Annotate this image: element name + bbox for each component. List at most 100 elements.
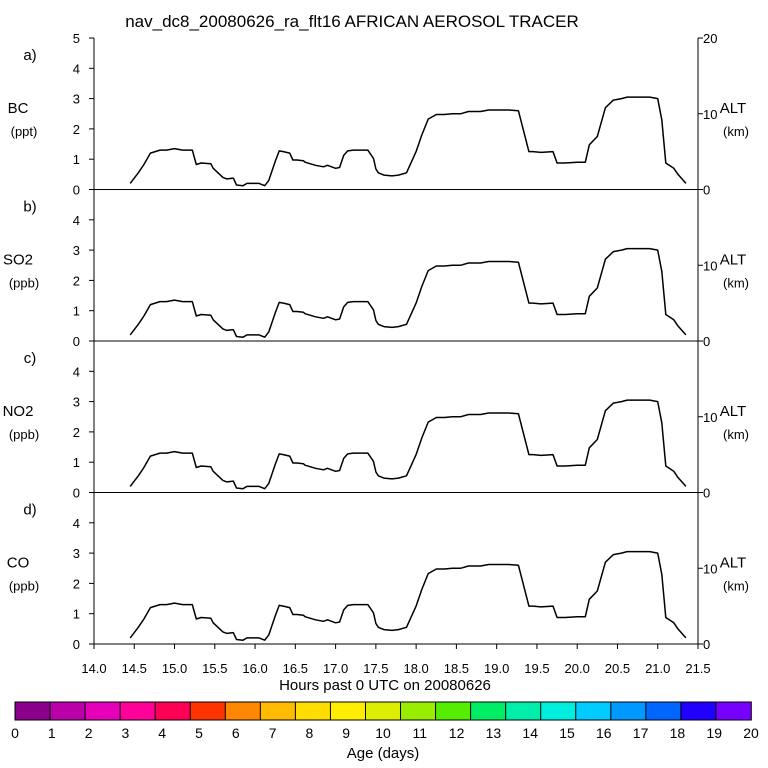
right-tick-label: 20	[703, 31, 717, 46]
left-tick-label: 2	[73, 122, 80, 137]
colorbar-tick-label: 14	[522, 725, 538, 741]
right-tick-label: 0	[703, 486, 710, 501]
colorbar-tick-label: 16	[596, 725, 612, 741]
left-tick-label: 0	[73, 334, 80, 349]
colorbar-tick-label: 19	[706, 725, 722, 741]
x-tick-label: 21.0	[645, 661, 670, 676]
colorbar-segment	[84, 701, 121, 721]
left-tick-label: 4	[73, 516, 80, 531]
left-tick-label: 3	[73, 243, 80, 258]
colorbar-segment	[680, 701, 717, 721]
colorbar-tick-label: 3	[122, 725, 130, 741]
x-tick-label: 21.5	[685, 661, 710, 676]
x-tick-label: 14.0	[81, 661, 106, 676]
right-tick-label: 0	[703, 183, 710, 198]
species-label: BC	[8, 100, 29, 117]
species-label: NO2	[3, 403, 34, 420]
panel-bc: 0 1 2 3 4 5 0 10 20 a) BC (ppt) ALT (km)	[8, 31, 749, 198]
colorbar-segment	[645, 701, 682, 721]
species-unit: (ppb)	[9, 427, 39, 442]
left-tick-label: 5	[73, 31, 80, 46]
x-tick-label: 16.0	[242, 661, 267, 676]
x-tick-label: 20.0	[565, 661, 590, 676]
x-tick-label: 15.5	[202, 661, 227, 676]
colorbar-segment	[610, 701, 647, 721]
left-tick-label: 1	[73, 607, 80, 622]
left-tick-label: 2	[73, 273, 80, 288]
colorbar-segment	[470, 701, 507, 721]
alt-unit: (km)	[723, 579, 749, 594]
left-tick-label: 4	[73, 213, 80, 228]
colorbar-segment	[224, 701, 262, 721]
colorbar-segment	[329, 701, 367, 721]
colorbar-tick-label: 15	[559, 725, 575, 741]
colorbar-segment	[715, 701, 752, 721]
alt-label: ALT	[720, 252, 746, 269]
left-tick-label: 1	[73, 455, 80, 470]
colorbar-segment	[154, 701, 192, 721]
left-tick-label: 2	[73, 425, 80, 440]
x-tick-label: 18.5	[444, 661, 469, 676]
colorbar-segment	[575, 701, 612, 721]
left-tick-label: 2	[73, 576, 80, 591]
colorbar-tick-label: 17	[633, 725, 649, 741]
colorbar-segment	[435, 701, 472, 721]
panel-letter: d)	[23, 502, 36, 519]
panel-letter: a)	[23, 47, 36, 64]
species-unit: (ppb)	[9, 276, 39, 291]
colorbar-tick-label: 13	[486, 725, 502, 741]
panel-no2: 0 1 2 3 4 0 10 c) NO2 (ppb) ALT (km)	[3, 340, 749, 501]
left-tick-label: 0	[73, 183, 80, 198]
species-unit: (ppt)	[11, 124, 38, 139]
x-tick-label: 20.5	[605, 661, 630, 676]
panel-co: 0 1 2 3 4 0 10 d) CO (ppb) ALT (km)	[7, 492, 749, 652]
alt-unit: (km)	[723, 124, 749, 139]
left-tick-label: 0	[73, 637, 80, 652]
x-tick-label: 14.5	[122, 661, 147, 676]
left-tick-label: 3	[73, 546, 80, 561]
x-tick-label: 15.0	[162, 661, 187, 676]
colorbar-tick-label: 4	[158, 725, 166, 741]
left-tick-label: 3	[73, 92, 80, 107]
x-axis-label: Hours past 0 UTC on 20080626	[279, 677, 491, 694]
colorbar-tick-label: 9	[342, 725, 350, 741]
x-tick-label: 17.0	[323, 661, 348, 676]
x-tick-label: 18.0	[403, 661, 428, 676]
colorbar-tick-label: 1	[48, 725, 56, 741]
right-tick-label: 0	[703, 637, 710, 652]
colorbar-tick-label: 5	[195, 725, 203, 741]
colorbar-segment	[14, 701, 51, 721]
colorbar-segment	[540, 701, 577, 721]
colorbar-segment	[119, 701, 156, 721]
right-tick-label: 10	[703, 561, 717, 576]
x-tick-label: 19.5	[524, 661, 549, 676]
x-tick-label: 16.5	[283, 661, 308, 676]
left-tick-label: 1	[73, 152, 80, 167]
alt-label: ALT	[720, 403, 746, 420]
panel-letter: c)	[24, 350, 37, 367]
left-tick-label: 3	[73, 395, 80, 410]
left-tick-label: 4	[73, 61, 80, 76]
colorbar-segment	[294, 701, 332, 721]
colorbar-label: Age (days)	[347, 745, 420, 762]
colorbar-tick-label: 10	[375, 725, 391, 741]
altitude-line	[129, 247, 687, 338]
right-tick-label: 0	[703, 334, 710, 349]
species-label: SO2	[3, 252, 33, 269]
left-tick-label: 4	[73, 364, 80, 379]
colorbar-tick-label: 11	[413, 725, 428, 741]
colorbar-segment	[505, 701, 542, 721]
right-tick-label: 10	[703, 410, 717, 425]
colorbar-segment	[49, 701, 86, 721]
alt-unit: (km)	[723, 276, 749, 291]
x-axis: 14.0 14.5 15.0 15.5 16.0 16.5 17.0 17.5 18.0 18.5…	[81, 644, 711, 676]
colorbar-tick-label: 7	[269, 725, 277, 741]
left-tick-label: 0	[73, 486, 80, 501]
colorbar-segment	[400, 701, 437, 721]
age-colorbar: 0 1 2 3 4 5 6 7 8 9 10 11 12 13 14 15 16 17 18 19 20	[11, 701, 759, 741]
colorbar-tick-label: 18	[670, 725, 686, 741]
species-label: CO	[7, 555, 30, 572]
alt-unit: (km)	[723, 427, 749, 442]
panel-letter: b)	[23, 199, 36, 216]
